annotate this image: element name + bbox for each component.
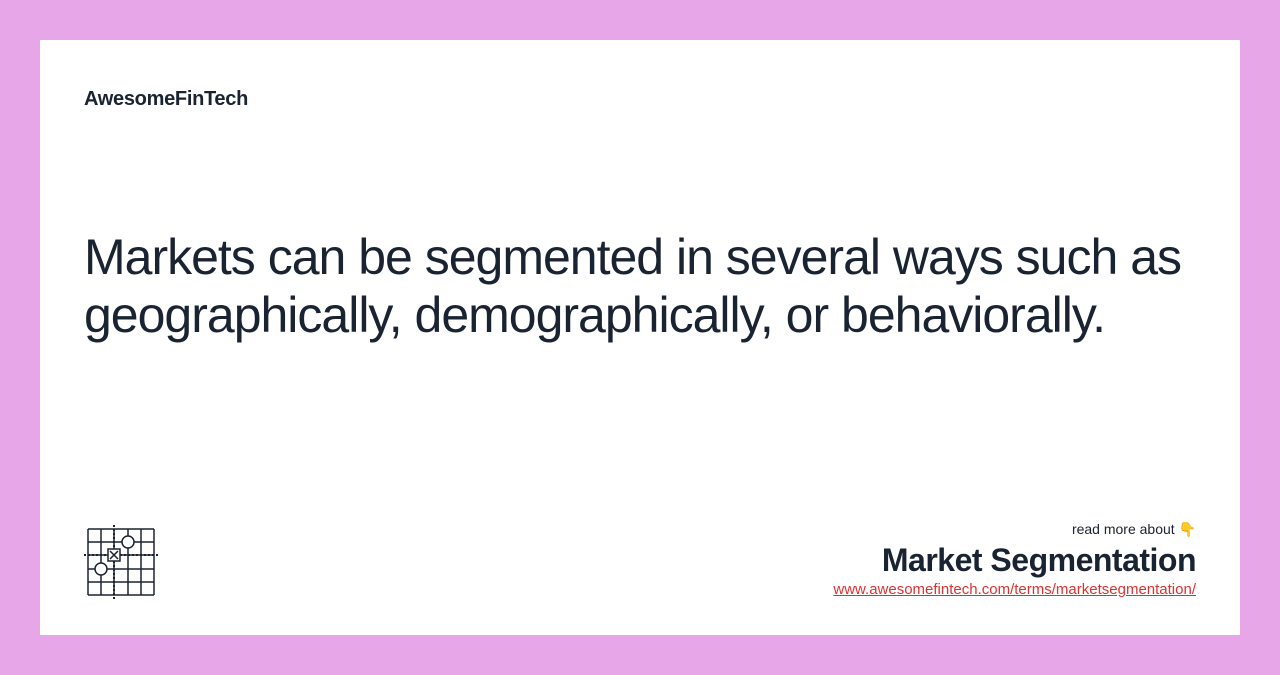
grid-diagram-icon <box>84 525 158 599</box>
main-quote-text: Markets can be segmented in several ways… <box>84 229 1196 344</box>
footer-section: read more about 👇 Market Segmentation ww… <box>84 521 1196 599</box>
topic-title: Market Segmentation <box>833 542 1196 579</box>
content-card: AwesomeFinTech Markets can be segmented … <box>40 40 1240 635</box>
read-more-label: read more about 👇 <box>833 521 1196 538</box>
source-link[interactable]: www.awesomefintech.com/terms/marketsegme… <box>833 581 1196 598</box>
footer-info: read more about 👇 Market Segmentation ww… <box>833 521 1196 599</box>
brand-name: AwesomeFinTech <box>84 88 1196 111</box>
